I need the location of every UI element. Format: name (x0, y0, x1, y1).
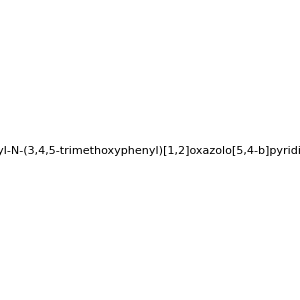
Text: 3-methyl-6-phenyl-N-(3,4,5-trimethoxyphenyl)[1,2]oxazolo[5,4-b]pyridine-4-carbox: 3-methyl-6-phenyl-N-(3,4,5-trimethoxyphe… (0, 146, 300, 157)
